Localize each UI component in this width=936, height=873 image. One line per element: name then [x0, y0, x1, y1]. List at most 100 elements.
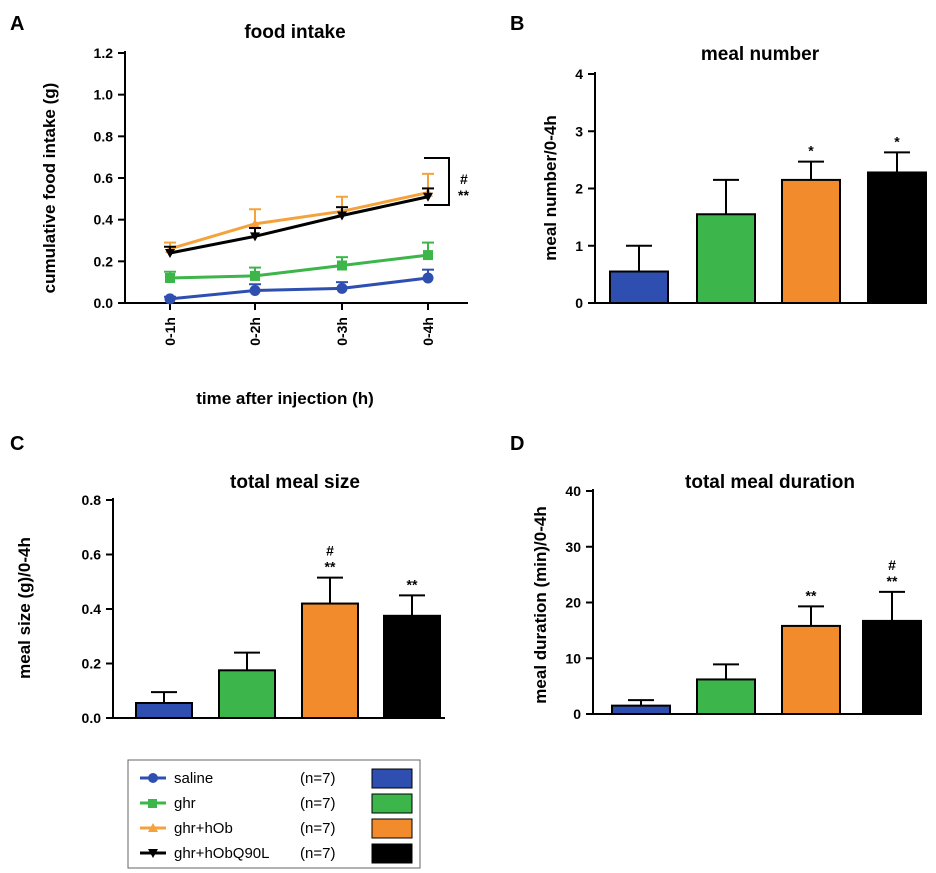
- bar-ghr-hobq90l: [862, 619, 922, 716]
- legend-label: ghr+hObQ90L: [174, 845, 270, 862]
- data-point: [423, 192, 433, 202]
- y-tick-label: 0.4: [82, 601, 102, 617]
- legend-marker: [148, 799, 157, 808]
- tick-labels: 0 10 20 30 40: [565, 483, 581, 722]
- bar-saline: [135, 702, 193, 720]
- legend-swatch: [371, 768, 413, 789]
- y-tick-label: 0.0: [82, 710, 102, 726]
- panel-letter: B: [510, 13, 524, 35]
- x-tick-label: 0-2h: [247, 317, 263, 346]
- series-line: [169, 195, 429, 255]
- y-axis-label: meal duration (min)/0-4h: [531, 506, 550, 703]
- chart-marks: **: [609, 133, 927, 305]
- x-tick-label: 0-1h: [162, 317, 178, 346]
- series-line: [169, 253, 429, 280]
- legend-label: saline: [174, 770, 213, 787]
- annotation-label: **: [458, 187, 469, 203]
- data-point: [422, 272, 434, 284]
- y-tick-label: 0.0: [94, 295, 114, 311]
- y-tick-label: 4: [575, 66, 583, 82]
- panel-letter: D: [510, 433, 524, 455]
- panel-letter: A: [10, 13, 24, 35]
- bar-ghr: [696, 213, 756, 304]
- tick-labels: 0 1 2 3 4: [575, 66, 583, 311]
- legend-n: (n=7): [300, 820, 335, 837]
- legend-n: (n=7): [300, 795, 335, 812]
- chart-title: total meal duration: [685, 472, 855, 493]
- data-point: [250, 232, 260, 242]
- significance-label: *: [894, 133, 900, 149]
- y-tick-label: 0.6: [94, 170, 114, 186]
- data-point: [165, 249, 175, 258]
- chart-marks: [164, 172, 434, 305]
- y-tick-label: 0.4: [94, 212, 114, 228]
- bar-ghr-hobq90l: [867, 171, 927, 304]
- chart-title: meal number: [701, 44, 820, 65]
- data-point: [164, 293, 176, 305]
- bar-ghr-hob: [781, 624, 841, 715]
- legend-swatch: [371, 793, 413, 814]
- significance-label: #: [888, 557, 896, 573]
- legend-marker: [148, 823, 158, 832]
- legend-box: [127, 759, 421, 869]
- legend: saline (n=7) ghr (n=7) ghr+hOb (n=7) ghr+hObQ9…: [127, 759, 421, 869]
- y-axis-label: meal number/0-4h: [541, 115, 560, 261]
- y-tick-label: 0.8: [82, 492, 102, 508]
- y-tick-label: 0.6: [82, 547, 102, 563]
- x-tick-label: 0-4h: [420, 317, 436, 346]
- y-tick-label: 0.2: [94, 253, 114, 269]
- chart-title: food intake: [244, 22, 345, 43]
- y-tick-label: 0: [575, 295, 583, 311]
- significance-label: #: [326, 543, 334, 559]
- bar-saline: [611, 704, 671, 716]
- data-point: [165, 273, 175, 283]
- legend-items: saline (n=7) ghr (n=7) ghr+hOb (n=7) ghr+hObQ9…: [140, 768, 413, 864]
- data-point: [249, 285, 261, 296]
- bar-ghr: [218, 669, 276, 719]
- legend-label: ghr+hOb: [174, 820, 233, 837]
- bar-ghr-hob: [781, 178, 841, 305]
- bar-ghr-hob: [301, 602, 359, 719]
- y-tick-label: 0: [573, 706, 581, 722]
- bar-saline: [609, 270, 669, 305]
- panel-c: C total meal size meal size (g)/0-4h 0.0…: [10, 433, 445, 726]
- y-tick-label: 10: [565, 650, 581, 666]
- axes: [118, 51, 468, 310]
- data-point: [337, 211, 347, 221]
- y-tick-label: 2: [575, 181, 583, 197]
- panel-d: D total meal duration meal duration (min…: [510, 433, 922, 722]
- legend-marker: [148, 773, 158, 783]
- data-point: [337, 260, 347, 271]
- y-tick-label: 0.2: [82, 656, 102, 672]
- data-point: [336, 282, 348, 294]
- legend-swatch: [371, 818, 413, 839]
- data-point: [423, 250, 433, 261]
- bar-ghr: [696, 678, 756, 715]
- series-line: [169, 191, 429, 251]
- y-axis-label: meal size (g)/0-4h: [15, 537, 34, 679]
- tick-labels: 0.0 0.2 0.4 0.6 0.8 1.0 1.2 0-1h 0-2h 0-3h 0-4h: [94, 45, 436, 346]
- series-line: [169, 276, 429, 301]
- data-point: [250, 270, 260, 281]
- panel-letter: C: [10, 433, 24, 455]
- x-axis-label: time after injection (h): [196, 389, 374, 408]
- y-tick-label: 3: [575, 123, 583, 139]
- tick-labels: 0.0 0.2 0.4 0.6 0.8: [82, 492, 102, 726]
- legend-n: (n=7): [300, 770, 335, 787]
- chart-marks: ****#: [611, 557, 922, 716]
- legend-swatch: [371, 843, 413, 864]
- significance-label: **: [806, 587, 817, 603]
- significance-label: **: [325, 559, 336, 575]
- chart-title: total meal size: [230, 472, 360, 493]
- legend-label: ghr: [174, 795, 196, 812]
- chart-marks: **#**: [135, 543, 441, 720]
- y-tick-label: 30: [565, 539, 581, 555]
- y-tick-label: 40: [565, 483, 581, 499]
- legend-marker: [148, 849, 158, 858]
- legend-n: (n=7): [300, 845, 335, 862]
- y-axis-label: cumulative food intake (g): [40, 83, 59, 294]
- data-point: [250, 218, 260, 228]
- panel-a: A food intake cumulative food intake (g)…: [10, 13, 469, 408]
- y-tick-label: 1.0: [94, 87, 114, 103]
